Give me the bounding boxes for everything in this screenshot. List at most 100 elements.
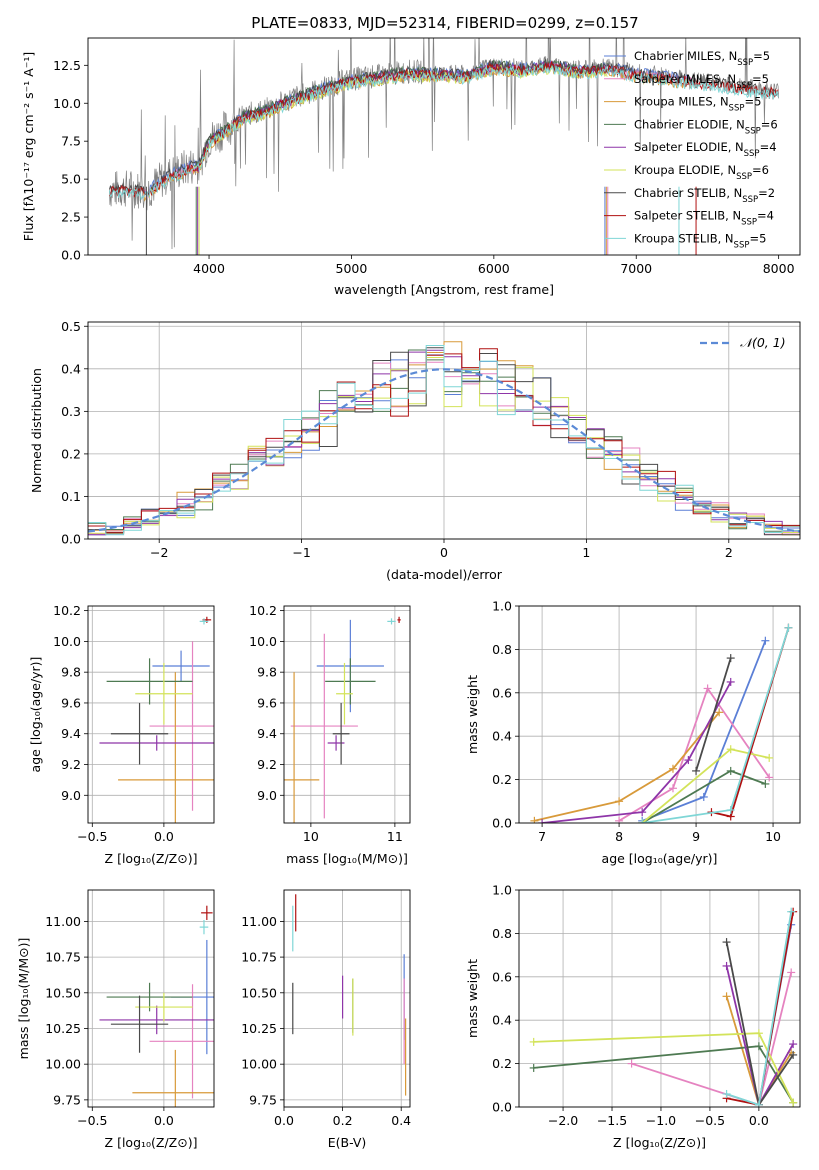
legend-value: =5 bbox=[744, 95, 761, 109]
y-axis-label: mass weight bbox=[465, 675, 480, 754]
y-tick-label: 9.2 bbox=[61, 757, 81, 772]
errorbar-salpeter-stelib bbox=[397, 616, 401, 623]
x-tick-label: 0.0 bbox=[749, 1113, 769, 1128]
errorbar-chabrier-stelib bbox=[110, 702, 169, 765]
axes-frame bbox=[87, 37, 801, 256]
x-axis-label: E(B-V) bbox=[328, 1135, 367, 1150]
legend-subscript: SSP bbox=[745, 126, 761, 136]
axes-frame bbox=[518, 889, 801, 1108]
x-tick-label: 11 bbox=[387, 829, 403, 844]
y-tick-label: 9.8 bbox=[257, 665, 277, 680]
age-vs-metallicity-panel: −0.5 0.0 9.0 9.2 9.4 9.6 9.8 10.0 10.2 Z [log₁₀(Z… bbox=[28, 603, 215, 866]
errorbar-chabrier-stelib bbox=[332, 702, 350, 765]
weight-track-salpeter-miles bbox=[615, 684, 774, 823]
x-tick-label: 6000 bbox=[478, 261, 510, 276]
legend-subscript: SSP bbox=[744, 149, 760, 159]
y-tick-label: 12.5 bbox=[53, 58, 81, 73]
errorbar-salpeter-miles bbox=[149, 641, 214, 811]
errorbar-chabrier-elodie bbox=[106, 658, 193, 705]
y-tick-label: 1.0 bbox=[492, 883, 512, 898]
mass-vs-metallicity-panel: −0.5 0.0 9.75 10.00 10.25 10.50 10.75 11.00 Z [l… bbox=[16, 889, 215, 1150]
y-tick-label: 0.4 bbox=[492, 729, 512, 744]
plot-area bbox=[108, 38, 779, 255]
plot-area bbox=[99, 616, 214, 823]
errorbar-kroupa-elodie bbox=[135, 992, 193, 1022]
x-tick-label: 0 bbox=[440, 545, 448, 560]
legend-entry: Chabrier STELIB, NSSP=2 bbox=[634, 186, 775, 205]
y-tick-label: 0.4 bbox=[61, 361, 81, 376]
x-tick-label: 10 bbox=[303, 829, 319, 844]
legend-entry: Kroupa ELODIE, NSSP=6 bbox=[634, 163, 769, 182]
errorbar-salpeter-elodie bbox=[99, 1005, 214, 1035]
errorbar-salpeter-elodie bbox=[99, 735, 214, 751]
spectrum-panel: 4000 5000 6000 7000 8000 0.0 2.5 5.0 7.5 10.0 12.5… bbox=[21, 37, 801, 297]
y-tick-label: 5.0 bbox=[61, 172, 81, 187]
y-tick-label: 9.6 bbox=[61, 695, 81, 710]
mass-vs-ebv-panel: 0.0 0.2 0.4 9.75 10.00 10.25 10.50 10.75 11.00 E(… bbox=[241, 889, 411, 1150]
weight-line bbox=[631, 972, 793, 1106]
y-tick-label: 9.4 bbox=[61, 726, 81, 741]
errorbar-kroupa-elodie bbox=[336, 662, 353, 725]
x-axis-label: age [log₁₀(age/yr)] bbox=[602, 851, 718, 866]
y-tick-label: 10.75 bbox=[241, 950, 277, 965]
legend-value: =5 bbox=[752, 72, 769, 86]
y-tick-label: 9.6 bbox=[257, 695, 277, 710]
errorbar-kroupa-stelib bbox=[199, 919, 209, 935]
legend-entry: 𝒩(0, 1) bbox=[740, 335, 786, 350]
weight-line bbox=[618, 686, 770, 822]
legend-entry: Chabrier MILES, NSSP=5 bbox=[634, 49, 770, 68]
weight-line bbox=[695, 657, 732, 772]
weight-track-kroupa-stelib bbox=[722, 907, 796, 1107]
x-tick-label: 7000 bbox=[620, 261, 652, 276]
legend-value: =4 bbox=[757, 209, 774, 223]
x-tick-label: −1.5 bbox=[597, 1113, 627, 1128]
y-tick-label: 0.2 bbox=[492, 772, 512, 787]
axes-border bbox=[518, 889, 801, 1108]
x-tick-label: −1.0 bbox=[646, 1113, 676, 1128]
x-tick-label: −0.5 bbox=[77, 829, 107, 844]
plot-area bbox=[529, 907, 798, 1107]
x-tick-label: 1 bbox=[582, 545, 590, 560]
errorbar-kroupa-miles bbox=[132, 1049, 214, 1107]
legend-entry: Kroupa MILES, NSSP=5 bbox=[634, 95, 761, 114]
y-tick-label: 0.2 bbox=[492, 1056, 512, 1071]
axes-border bbox=[283, 605, 411, 824]
y-tick-label: 10.00 bbox=[241, 1057, 277, 1072]
plot-area bbox=[292, 894, 407, 1096]
x-tick-label: −2.0 bbox=[548, 1113, 578, 1128]
x-tick-label: −0.5 bbox=[77, 1113, 107, 1128]
y-tick-label: 0.6 bbox=[492, 685, 512, 700]
legend-subscript: SSP bbox=[737, 58, 753, 68]
y-tick-label: 0.0 bbox=[61, 532, 81, 547]
y-tick-label: 0.8 bbox=[492, 642, 512, 657]
weight-track-chabrier-stelib bbox=[692, 654, 735, 775]
y-tick-label: 0.2 bbox=[61, 446, 81, 461]
axes-border bbox=[283, 889, 411, 1108]
legend-subscript: SSP bbox=[742, 195, 758, 205]
x-tick-label: 10 bbox=[765, 829, 781, 844]
weight-track-salpeter-elodie bbox=[538, 677, 735, 823]
axes-frame bbox=[283, 889, 411, 1108]
y-tick-label: 10.75 bbox=[45, 950, 81, 965]
y-tick-label: 10.50 bbox=[241, 985, 277, 1000]
normal-curve bbox=[88, 368, 800, 533]
x-axis-label: Z [log₁₀(Z/Z⊙)] bbox=[105, 1135, 198, 1150]
residuals-legend: 𝒩(0, 1) bbox=[700, 335, 786, 350]
legend-value: =2 bbox=[758, 186, 775, 200]
x-tick-label: 2 bbox=[725, 545, 733, 560]
figure-title: PLATE=0833, MJD=52314, FIBERID=0299, z=0… bbox=[251, 14, 638, 32]
y-tick-label: 0.5 bbox=[61, 319, 81, 334]
errorbar-salpeter-elodie bbox=[327, 735, 345, 751]
errorbar-kroupa-stelib bbox=[387, 618, 396, 625]
errorbar-kroupa-elodie bbox=[135, 662, 193, 725]
axes-border bbox=[87, 889, 215, 1108]
legend-value: =6 bbox=[752, 163, 769, 177]
y-tick-label: 10.25 bbox=[241, 1021, 277, 1036]
age-vs-mass-panel: 10 11 9.0 9.2 9.4 9.6 9.8 10.0 10.2 mass [log₁₀(M… bbox=[249, 603, 411, 866]
plot-area bbox=[284, 616, 401, 823]
errorbar-salpeter-miles bbox=[149, 984, 214, 1099]
axes-frame bbox=[87, 605, 215, 824]
legend-entry: Salpeter STELIB, NSSP=4 bbox=[634, 209, 774, 228]
x-tick-label: 0.0 bbox=[274, 1113, 294, 1128]
x-axis-label: wavelength [Angstrom, rest frame] bbox=[334, 282, 554, 297]
